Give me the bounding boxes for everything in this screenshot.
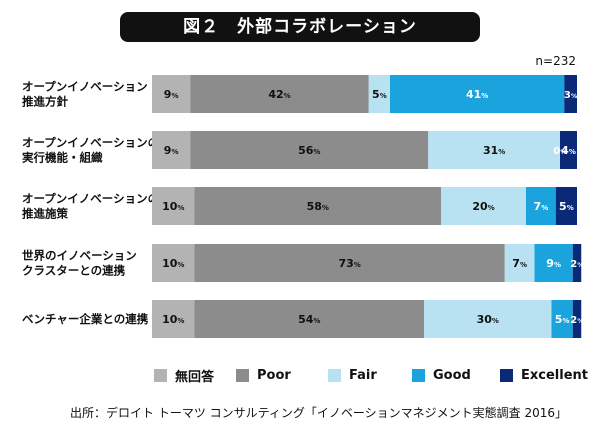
value-label-fair: 7%	[512, 257, 527, 270]
sample-size-label: n=232	[535, 54, 576, 68]
value-label-good: 41%	[466, 88, 488, 101]
value-label-excellent: 5%	[559, 200, 574, 213]
legend-swatch-fair	[328, 368, 341, 382]
value-label-no-answer: 9%	[164, 88, 179, 101]
bar-segment-poor	[194, 300, 424, 338]
chart-title: 図２ 外部コラボレーション	[120, 12, 480, 42]
bar-segment-good	[390, 75, 565, 113]
value-label-poor: 73%	[338, 257, 360, 270]
legend-item-excellent: Excellent	[500, 365, 588, 385]
legend: 無回答 Poor Fair Good Excellent	[154, 365, 594, 385]
value-label-no-answer: 10%	[162, 200, 184, 213]
value-label-good: 9%	[546, 257, 561, 270]
bar-segment-no-answer	[152, 300, 195, 338]
bar-segment-good	[551, 300, 573, 338]
value-label-fair: 30%	[477, 313, 499, 326]
value-label-excellent: 4%	[561, 144, 576, 157]
bar-segment-no-answer	[152, 75, 191, 113]
bar-segment-poor	[194, 244, 505, 282]
category-label: オープンイノベーションの実行機能・組織	[22, 136, 159, 165]
legend-swatch-poor	[236, 368, 249, 382]
legend-label-no-answer: 無回答	[175, 369, 215, 385]
category-label: オープンイノベーション推進方針	[22, 80, 148, 109]
legend-item-good: Good	[412, 365, 471, 385]
bar-segment-no-answer	[152, 244, 195, 282]
bar-segment-excellent	[560, 131, 577, 169]
category-label: 世界のイノベーションクラスターとの連携	[22, 249, 137, 278]
bar-segment-good	[526, 187, 556, 225]
value-label-fair: 5%	[372, 88, 387, 101]
bar-segment-poor	[190, 75, 369, 113]
legend-item-fair: Fair	[328, 365, 377, 385]
value-label-good: 5%	[555, 313, 570, 326]
value-label-fair: 20%	[472, 200, 494, 213]
legend-label-fair: Fair	[349, 367, 377, 383]
source-note: 出所：デロイト トーマツ コンサルティング「イノベーションマネジメント実態調査 …	[70, 406, 568, 420]
value-label-no-answer: 9%	[164, 144, 179, 157]
value-label-no-answer: 10%	[162, 313, 184, 326]
category-label: オープンイノベーションの推進施策	[22, 192, 159, 221]
value-label-good: 7%	[534, 200, 549, 213]
legend-swatch-excellent	[500, 368, 513, 382]
legend-label-poor: Poor	[257, 367, 291, 383]
bar-segment-no-answer	[152, 131, 191, 169]
bar-segment-fair	[504, 244, 535, 282]
bar-segment-fair	[368, 75, 390, 113]
value-label-no-answer: 10%	[162, 257, 184, 270]
bar-segment-no-answer	[152, 187, 195, 225]
value-label-excellent: 2%	[570, 315, 584, 326]
legend-item-poor: Poor	[236, 365, 291, 385]
bar-segment-excellent	[572, 300, 582, 338]
value-label-poor: 54%	[298, 313, 320, 326]
value-label-excellent: 2%	[570, 259, 584, 270]
bar-segment-poor	[190, 131, 429, 169]
value-label-fair: 31%	[483, 144, 505, 157]
bar-segment-excellent	[572, 244, 582, 282]
bar-segment-fair	[428, 131, 560, 169]
value-label-good: 0%	[553, 146, 567, 157]
value-label-poor: 58%	[307, 200, 329, 213]
bar-segment-poor	[194, 187, 441, 225]
value-label-poor: 56%	[298, 144, 320, 157]
legend-label-excellent: Excellent	[521, 367, 588, 383]
legend-item-no-answer: 無回答	[154, 365, 214, 385]
legend-swatch-no-answer	[154, 368, 167, 382]
legend-swatch-good	[412, 368, 425, 382]
category-label: ベンチャー企業との連携	[22, 312, 149, 326]
bar-segment-excellent	[564, 75, 577, 113]
legend-label-good: Good	[433, 367, 471, 383]
value-label-excellent: 3%	[564, 90, 578, 101]
stacked-bar-chart: オープンイノベーション推進方針 9% 42% 5% 41% 3% オープンイノベーションの実…	[22, 75, 584, 338]
bar-segment-good	[534, 244, 573, 282]
bar-segment-excellent	[555, 187, 577, 225]
bar-segment-fair	[441, 187, 526, 225]
value-label-poor: 42%	[268, 88, 290, 101]
bar-segment-fair	[424, 300, 552, 338]
